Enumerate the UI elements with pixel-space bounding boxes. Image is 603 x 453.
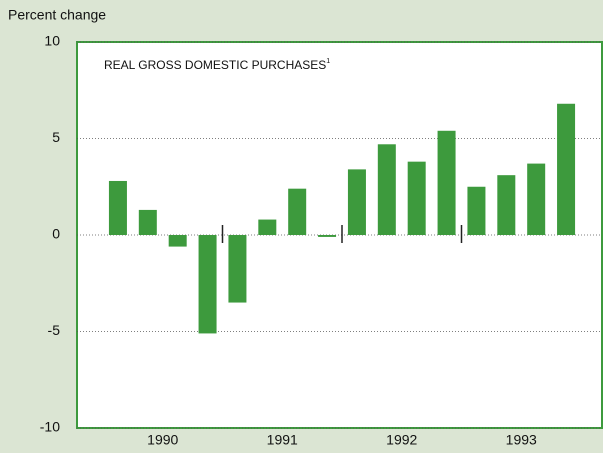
bar xyxy=(258,219,277,235)
title-footnote: 1 xyxy=(326,58,330,65)
y-tick-label: 10 xyxy=(44,33,60,49)
y-tick-label: -5 xyxy=(48,322,61,338)
chart-title: REAL GROSS DOMESTIC PURCHASES1 xyxy=(104,58,330,72)
x-tick-label: 1991 xyxy=(267,432,298,448)
bar xyxy=(467,186,486,235)
bar xyxy=(228,235,247,303)
bar xyxy=(318,235,337,237)
bar xyxy=(437,130,456,235)
bar xyxy=(497,175,516,235)
y-tick-label: -10 xyxy=(40,419,60,435)
bar xyxy=(527,163,546,235)
bar xyxy=(377,144,396,235)
y-tick-label: 5 xyxy=(52,129,60,145)
bar xyxy=(108,180,127,235)
bar xyxy=(407,161,426,235)
bar xyxy=(288,188,307,235)
y-axis-label: Percent change xyxy=(8,7,106,23)
x-tick-label: 1992 xyxy=(386,432,417,448)
title-text: REAL GROSS DOMESTIC PURCHASES xyxy=(104,58,326,72)
bar xyxy=(198,235,217,334)
y-tick-label: 0 xyxy=(52,226,60,242)
x-tick-label: 1993 xyxy=(506,432,537,448)
x-tick-label: 1990 xyxy=(147,432,178,448)
bar xyxy=(347,169,366,235)
bar xyxy=(138,209,157,235)
bar xyxy=(557,103,576,235)
bar xyxy=(168,235,187,247)
